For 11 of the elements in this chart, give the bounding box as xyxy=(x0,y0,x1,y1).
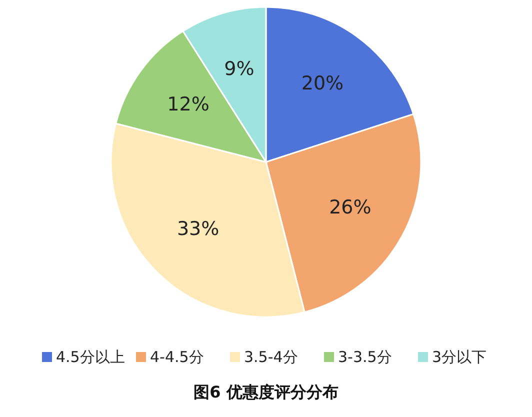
data-label: 20% xyxy=(301,72,344,94)
data-label: 26% xyxy=(329,196,372,218)
legend-label: 4-4.5分 xyxy=(150,348,204,366)
legend-label: 4.5分以上 xyxy=(56,348,125,366)
data-label: 33% xyxy=(176,218,220,240)
legend-label: 3分以下 xyxy=(432,348,487,366)
text: 图6 优惠度评分分布 xyxy=(194,382,338,402)
legend-label: 3-3.5分 xyxy=(338,348,392,366)
legend-label: 3.5-4分 xyxy=(244,348,298,366)
data-label: 12% xyxy=(167,94,210,116)
data-label: 9% xyxy=(224,58,254,80)
